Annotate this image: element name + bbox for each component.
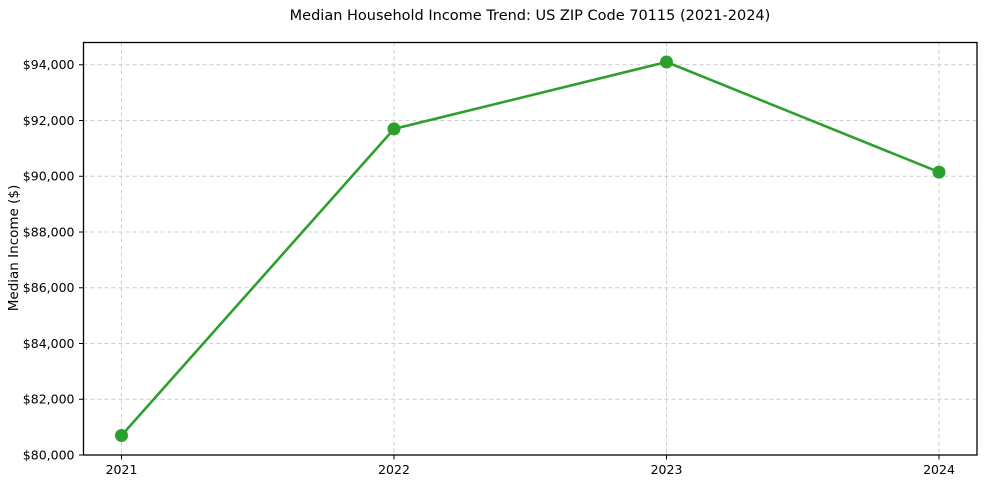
y-tick-label: $88,000 <box>23 224 75 239</box>
y-tick-label: $86,000 <box>23 280 75 295</box>
y-tick-label: $80,000 <box>23 447 75 462</box>
chart-title: Median Household Income Trend: US ZIP Co… <box>289 8 771 24</box>
x-tick-label: 2024 <box>923 462 955 477</box>
x-tick-label: 2021 <box>106 462 138 477</box>
y-tick-label: $92,000 <box>23 113 75 128</box>
data-point-2024 <box>932 165 946 179</box>
plot-border <box>82 41 978 456</box>
y-tick-label: $84,000 <box>23 336 75 351</box>
y-tick-label: $82,000 <box>23 392 75 407</box>
data-point-2021 <box>115 428 128 442</box>
y-tick-label: $94,000 <box>23 57 75 72</box>
x-tick-label: 2022 <box>378 462 410 477</box>
data-point-2022 <box>387 122 401 136</box>
y-tick-label: $90,000 <box>23 169 75 184</box>
trend-line <box>120 60 941 437</box>
x-tick-label: 2023 <box>651 462 683 477</box>
data-point-2023 <box>660 55 673 69</box>
